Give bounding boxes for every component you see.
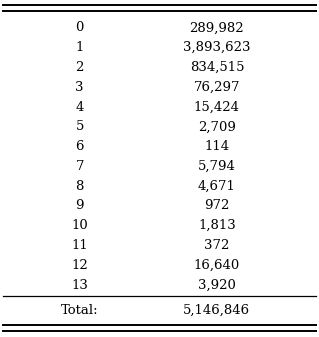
Text: 5: 5 [76, 120, 84, 133]
Text: Total:: Total: [61, 304, 99, 317]
Text: 2: 2 [76, 61, 84, 74]
Text: 972: 972 [204, 200, 230, 212]
Text: 4,671: 4,671 [198, 180, 236, 193]
Text: 3,893,623: 3,893,623 [183, 41, 251, 54]
Text: 5,794: 5,794 [198, 160, 236, 173]
Text: 9: 9 [76, 200, 84, 212]
Text: 13: 13 [71, 279, 88, 292]
Text: 15,424: 15,424 [194, 100, 240, 114]
Text: 8: 8 [76, 180, 84, 193]
Text: 372: 372 [204, 239, 230, 252]
Text: 11: 11 [71, 239, 88, 252]
Text: 12: 12 [71, 259, 88, 272]
Text: 16,640: 16,640 [194, 259, 240, 272]
Text: 10: 10 [71, 219, 88, 232]
Text: 1,813: 1,813 [198, 219, 236, 232]
Text: 4: 4 [76, 100, 84, 114]
Text: 3,920: 3,920 [198, 279, 236, 292]
Text: 76,297: 76,297 [194, 81, 240, 94]
Text: 2,709: 2,709 [198, 120, 236, 133]
Text: 289,982: 289,982 [189, 21, 244, 34]
Text: 0: 0 [76, 21, 84, 34]
Text: 1: 1 [76, 41, 84, 54]
Text: 5,146,846: 5,146,846 [183, 304, 250, 317]
Text: 114: 114 [204, 140, 229, 153]
Text: 3: 3 [76, 81, 84, 94]
Text: 6: 6 [76, 140, 84, 153]
Text: 834,515: 834,515 [190, 61, 244, 74]
Text: 7: 7 [76, 160, 84, 173]
